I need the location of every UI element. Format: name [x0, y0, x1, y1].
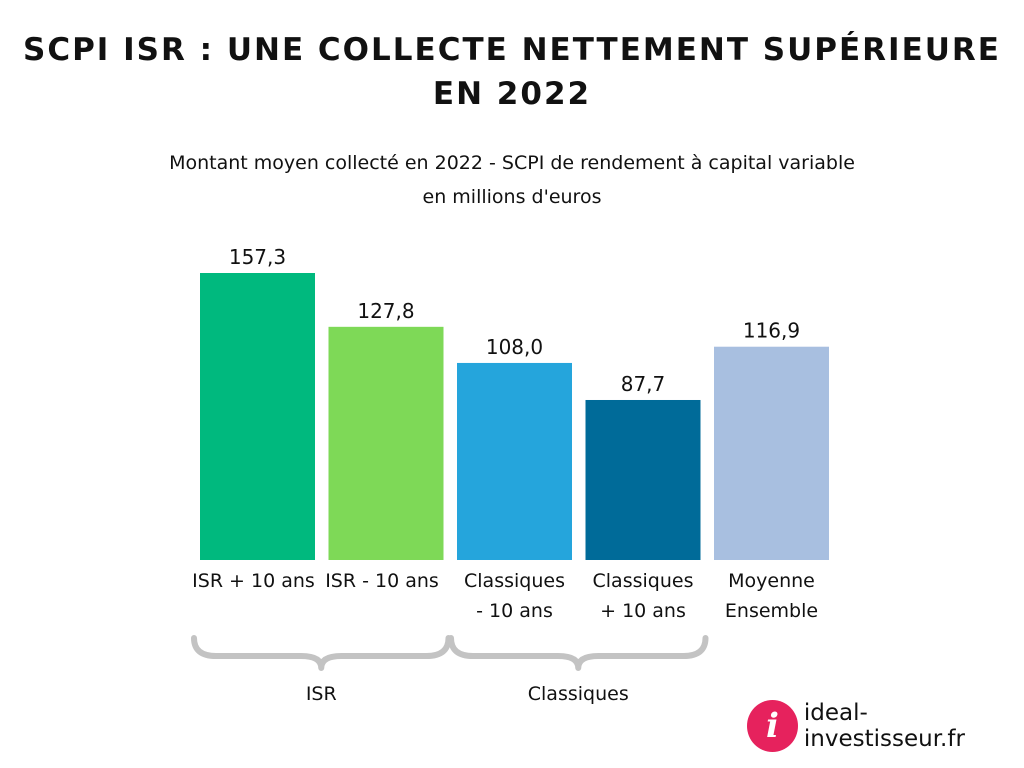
- group-label-1: Classiques: [528, 683, 629, 705]
- brand-name: ideal-investisseur.fr: [803, 700, 965, 752]
- bar-4: [714, 346, 829, 560]
- group-label-0: ISR: [306, 683, 337, 705]
- title-line-2: EN 2022: [432, 76, 592, 112]
- category-label-4-1: Ensemble: [725, 600, 818, 622]
- bar-1: [328, 326, 444, 560]
- bar-value-label-2: 108,0: [486, 335, 543, 359]
- group-brace-1: [448, 635, 709, 671]
- category-label-1-0: ISR - 10 ans: [325, 570, 439, 592]
- info-icon: i: [747, 700, 798, 752]
- chart-subtitle-line-2: en millions d'euros: [422, 186, 602, 208]
- chart-subtitle-line-1: Montant moyen collecté en 2022 - SCPI de…: [169, 152, 855, 174]
- category-label-2-0: Classiques: [464, 570, 565, 592]
- bar-0: [200, 273, 315, 560]
- category-label-3-0: Classiques: [593, 570, 694, 592]
- bar-2: [457, 362, 572, 560]
- brand-logo: i ideal-investisseur.fr: [747, 700, 1024, 752]
- bar-3: [585, 399, 701, 560]
- category-label-3-1: + 10 ans: [600, 600, 686, 622]
- bar-value-label-4: 116,9: [743, 319, 800, 343]
- group-brace-0: [191, 635, 452, 671]
- title-line-1: SCPI ISR : UNE COLLECTE NETTEMENT SUPÉRI…: [23, 32, 1001, 68]
- page-title: SCPI ISR : UNE COLLECTE NETTEMENT SUPÉRI…: [0, 28, 1024, 116]
- category-label-4-0: Moyenne: [728, 570, 815, 592]
- category-label-2-1: - 10 ans: [476, 600, 553, 622]
- category-label-0-0: ISR + 10 ans: [192, 570, 315, 592]
- bar-value-label-1: 127,8: [357, 299, 414, 323]
- bar-value-label-0: 157,3: [229, 245, 286, 269]
- bar-value-label-3: 87,7: [621, 372, 666, 396]
